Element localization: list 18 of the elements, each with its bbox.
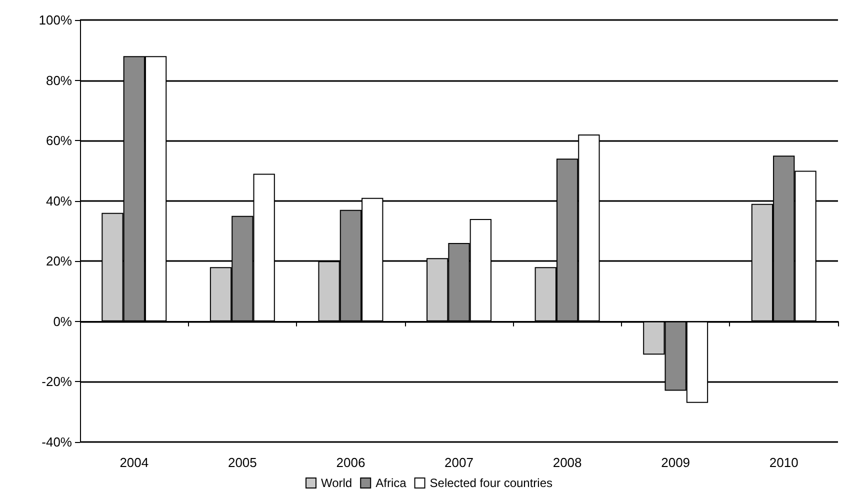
legend-label: World [320, 476, 352, 490]
x-tick-label: 2008 [552, 455, 582, 470]
y-tick-label: 80% [46, 72, 72, 88]
x-tick-label: 2009 [661, 455, 690, 470]
y-tick-label: 0% [53, 314, 72, 329]
y-tick-label: 100% [38, 12, 72, 28]
x-tick-label: 2004 [120, 455, 149, 470]
y-tick-label: 20% [46, 254, 72, 269]
x-tick-label: 2005 [228, 455, 257, 470]
legend-label: Africa [376, 476, 407, 490]
legend-label: Selected four countries [430, 476, 553, 490]
y-tick-label: -20% [42, 374, 72, 390]
y-tick-label: -40% [42, 434, 72, 450]
x-tick-label: 2010 [769, 455, 798, 470]
x-tick-label: 2007 [444, 455, 474, 470]
y-tick-label: 60% [46, 133, 72, 148]
x-tick-label: 2006 [336, 455, 366, 470]
y-tick-label: 40% [46, 193, 72, 208]
